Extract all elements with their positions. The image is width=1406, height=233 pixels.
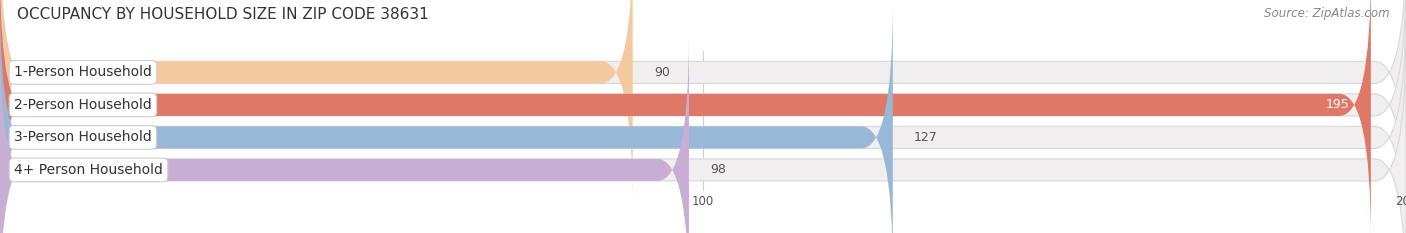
Text: 90: 90 [654, 66, 669, 79]
Text: OCCUPANCY BY HOUSEHOLD SIZE IN ZIP CODE 38631: OCCUPANCY BY HOUSEHOLD SIZE IN ZIP CODE … [17, 7, 429, 22]
FancyBboxPatch shape [0, 2, 893, 233]
FancyBboxPatch shape [0, 35, 1406, 233]
FancyBboxPatch shape [0, 0, 1406, 208]
Text: 195: 195 [1326, 98, 1350, 111]
Text: Source: ZipAtlas.com: Source: ZipAtlas.com [1264, 7, 1389, 20]
Text: 127: 127 [914, 131, 938, 144]
Text: 4+ Person Household: 4+ Person Household [14, 163, 163, 177]
Text: 1-Person Household: 1-Person Household [14, 65, 152, 79]
FancyBboxPatch shape [0, 0, 1371, 233]
Text: 98: 98 [710, 163, 725, 176]
Text: 3-Person Household: 3-Person Household [14, 130, 152, 144]
Text: 2-Person Household: 2-Person Household [14, 98, 152, 112]
FancyBboxPatch shape [0, 35, 689, 233]
FancyBboxPatch shape [0, 0, 633, 208]
